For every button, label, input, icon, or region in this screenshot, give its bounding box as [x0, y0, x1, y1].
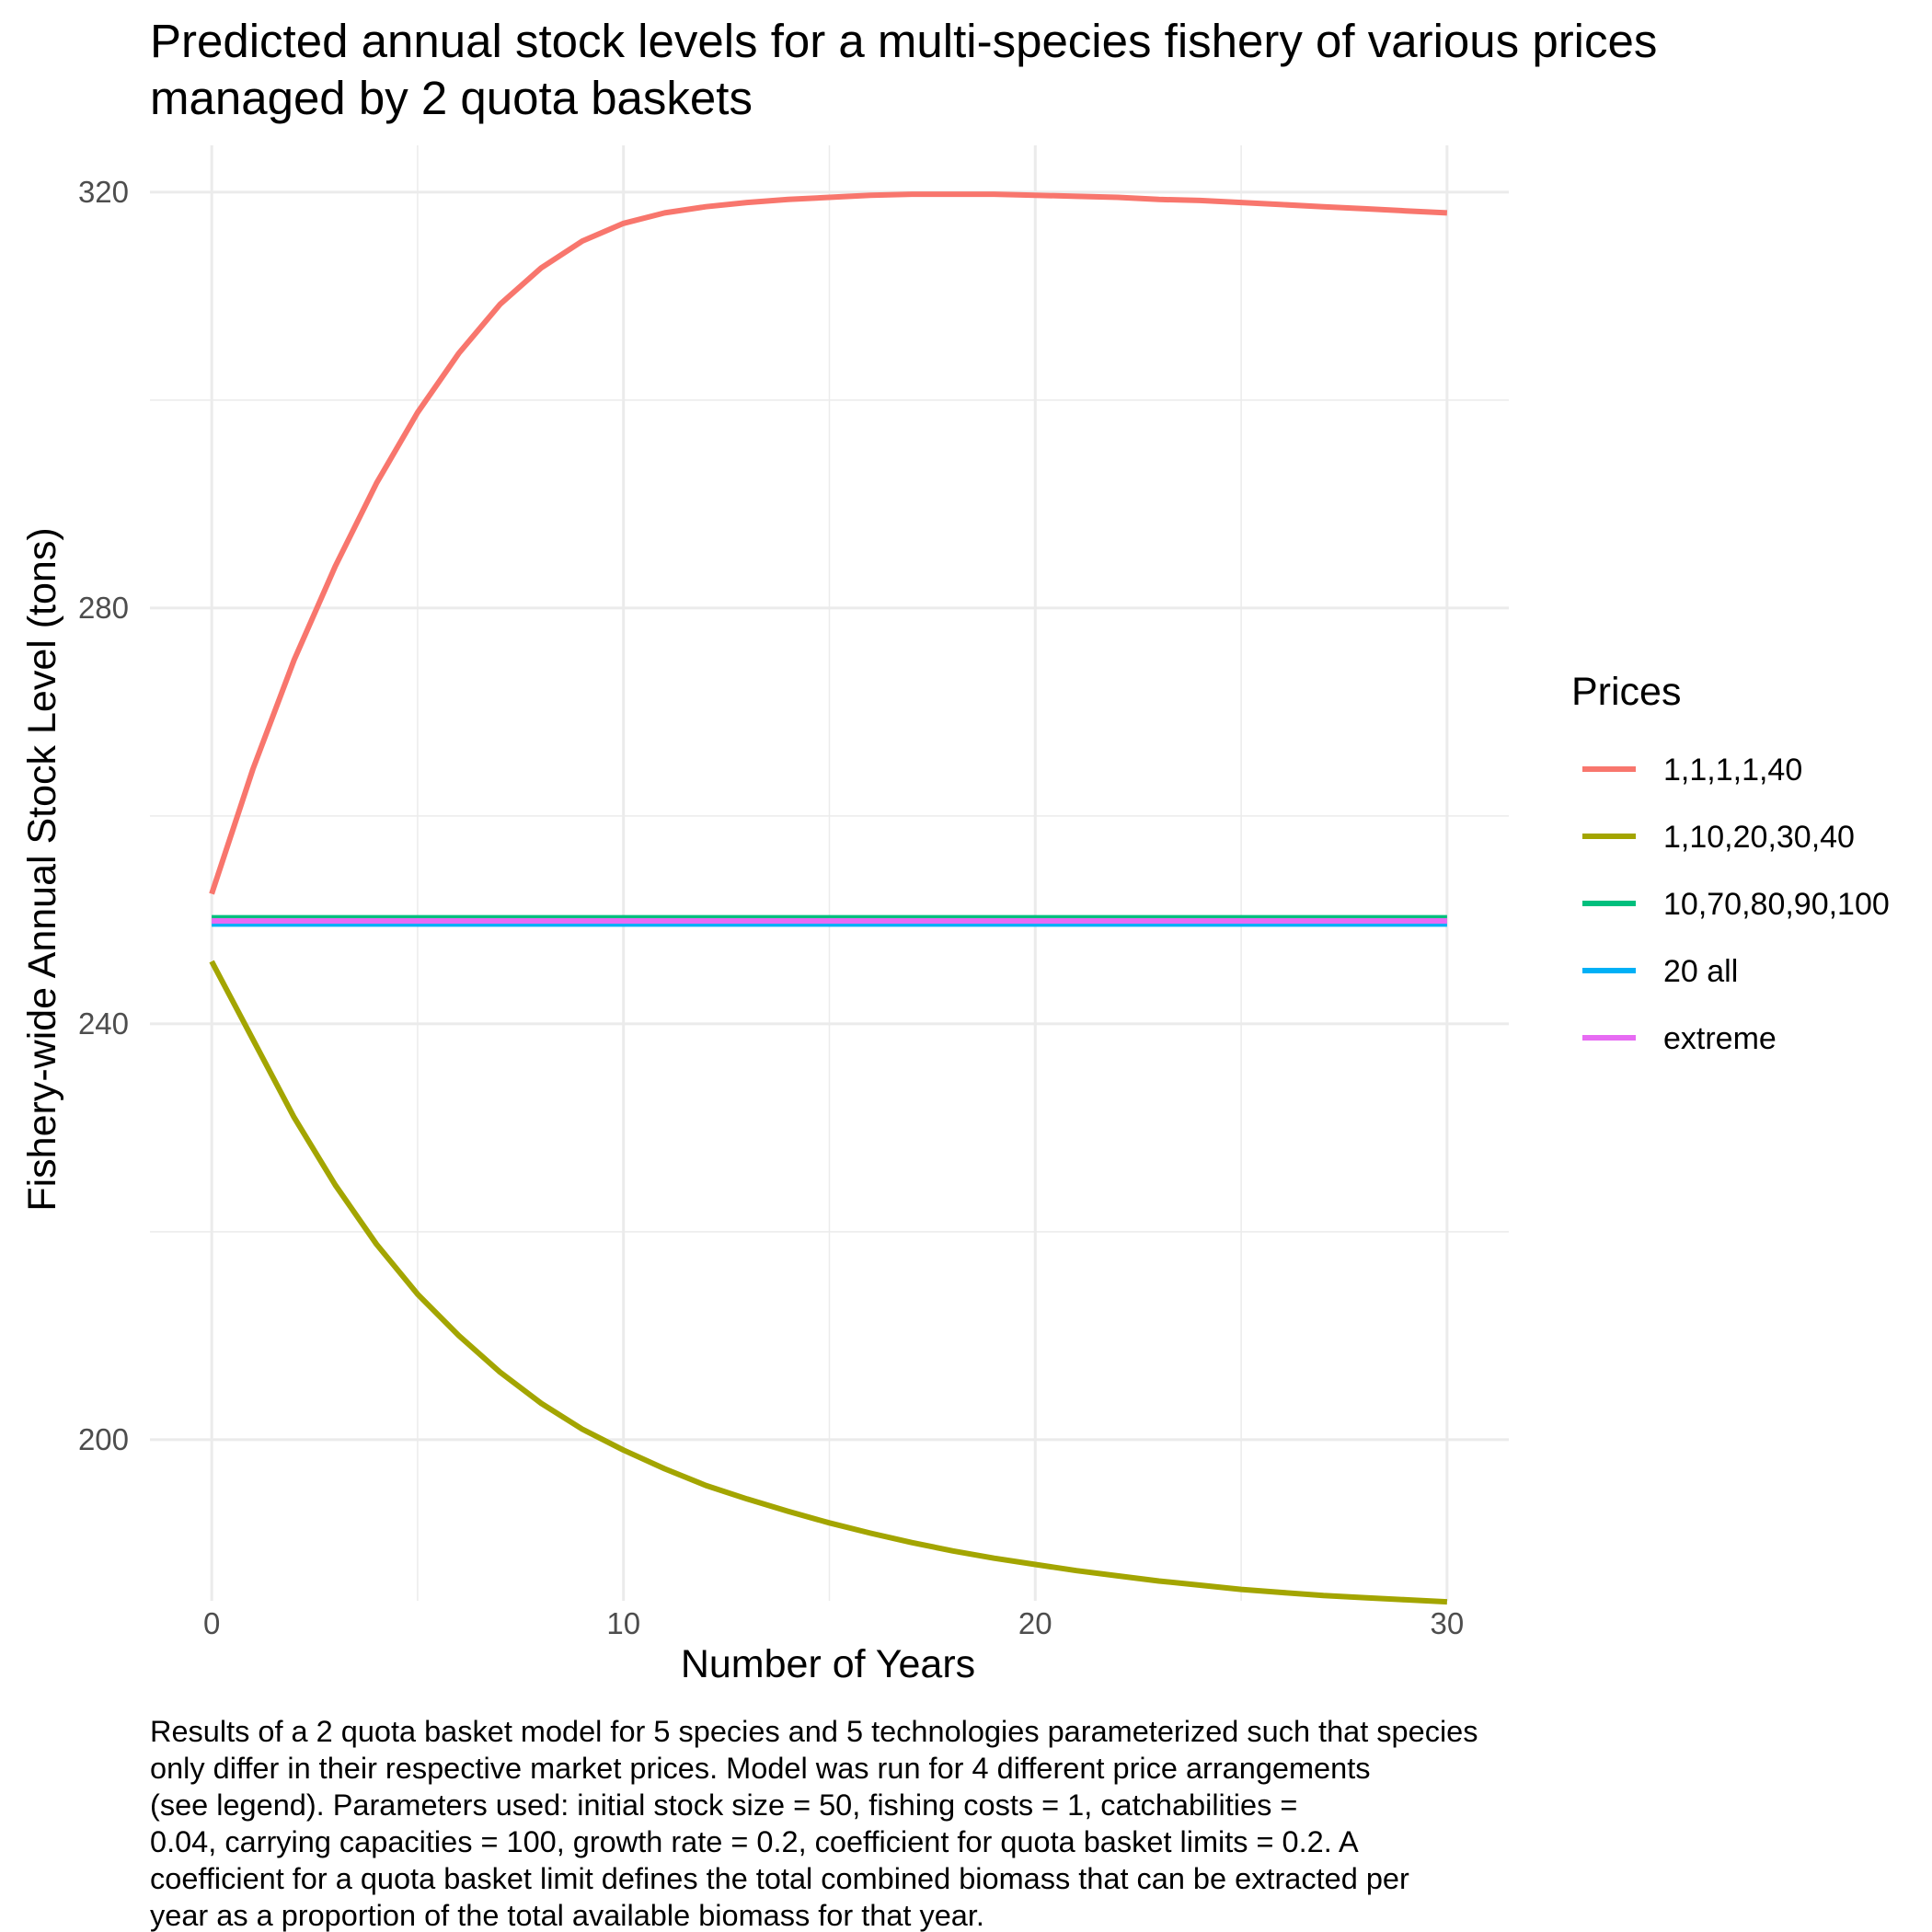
x-tick-label-2: 20 — [1018, 1606, 1052, 1640]
series-line-1 — [209, 960, 1448, 1605]
y-tick-label-2: 280 — [78, 591, 129, 625]
legend-title: Prices — [1571, 670, 1681, 714]
caption-line-5: coefficient for a quota basket limit def… — [150, 1862, 1409, 1895]
chart-title-line-2: managed by 2 quota baskets — [150, 72, 753, 124]
legend-label-2: 10,70,80,90,100 — [1663, 887, 1890, 922]
y-tick-label-0: 200 — [78, 1422, 129, 1456]
y-tick-label-3: 320 — [78, 175, 129, 209]
y-axis-title: Fishery-wide Annual Stock Level (tons) — [20, 527, 64, 1211]
legend-label-4: extreme — [1663, 1021, 1777, 1056]
caption: Results of a 2 quota basket model for 5 … — [150, 1715, 1478, 1932]
y-tick-label-1: 240 — [78, 1006, 129, 1041]
legend-label-3: 20 all — [1663, 954, 1738, 989]
grid — [150, 145, 1509, 1601]
caption-line-2: only differ in their respective market p… — [150, 1752, 1371, 1785]
legend: Prices 1,1,1,1,40 1,10,20,30,40 10,70,80,9… — [1571, 670, 1890, 1056]
caption-line-4: 0.04, carrying capacities = 100, growth … — [150, 1825, 1359, 1858]
series-line-0 — [209, 191, 1448, 895]
caption-line-1: Results of a 2 quota basket model for 5 … — [150, 1715, 1478, 1748]
x-tick-label-1: 10 — [606, 1606, 640, 1640]
caption-line-6: year as a proportion of the total availa… — [150, 1899, 984, 1932]
x-tick-label-0: 0 — [203, 1606, 220, 1640]
legend-label-1: 1,10,20,30,40 — [1663, 820, 1855, 855]
series-lines — [209, 191, 1448, 1605]
x-axis-title: Number of Years — [681, 1642, 975, 1686]
tick-labels: 200 240 280 320 0 10 20 30 — [78, 175, 1464, 1640]
legend-label-0: 1,1,1,1,40 — [1663, 753, 1802, 788]
x-tick-label-3: 30 — [1431, 1606, 1465, 1640]
caption-line-3: (see legend). Parameters used: initial s… — [150, 1788, 1297, 1822]
chart-title-line-1: Predicted annual stock levels for a mult… — [150, 15, 1657, 67]
